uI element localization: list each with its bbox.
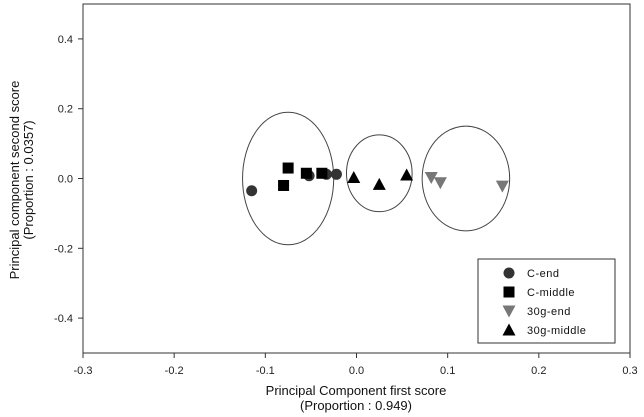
point-c-middle xyxy=(282,162,294,174)
x-tick-label: 0.2 xyxy=(531,365,546,377)
legend-marker-c-middle xyxy=(503,286,515,298)
x-tick-label: -0.2 xyxy=(165,365,184,377)
x-tick-label: 0.3 xyxy=(622,365,637,377)
y-tick-label: 0.4 xyxy=(58,34,73,46)
point-30g-middle xyxy=(347,170,361,183)
legend-label-c-middle: C-middle xyxy=(527,287,575,299)
cluster-ellipse-3 xyxy=(421,125,511,232)
legend: C-end C-middle 30g-end 30g-middle xyxy=(477,258,616,344)
x-axis-title: Principal Component first score xyxy=(266,383,447,398)
legend-marker-30g-middle xyxy=(502,323,516,336)
legend-label-30g-end: 30g-end xyxy=(527,306,571,318)
point-30g-middle xyxy=(400,168,414,181)
x-axis-subtitle: (Proportion : 0.949) xyxy=(300,398,412,413)
legend-label-c-end: C-end xyxy=(527,268,559,280)
x-tick-label: 0.1 xyxy=(440,365,455,377)
x-tick-label: 0.0 xyxy=(349,365,364,377)
y-axis-title: Principal component second score xyxy=(7,81,22,280)
y-axis-ticks: 0.4 0.2 0.0 -0.2 -0.4 xyxy=(54,34,83,325)
legend-label-30g-middle: 30g-middle xyxy=(527,325,586,337)
legend-marker-30g-end xyxy=(502,305,516,318)
x-tick-label: -0.1 xyxy=(256,365,275,377)
point-c-middle xyxy=(278,179,290,191)
y-tick-label: 0.2 xyxy=(58,104,73,116)
data-points xyxy=(246,162,509,197)
y-tick-label: -0.2 xyxy=(54,243,73,255)
x-axis-ticks: -0.3 -0.2 -0.1 0.0 0.1 0.2 0.3 xyxy=(74,353,638,377)
point-30g-middle xyxy=(372,177,386,190)
y-tick-label: -0.4 xyxy=(54,313,73,325)
y-axis-subtitle: (Proportion : 0.0357) xyxy=(21,120,36,239)
legend-box xyxy=(477,258,616,344)
point-c-end xyxy=(330,168,342,180)
point-30g-end xyxy=(433,177,447,190)
point-30g-end xyxy=(424,171,438,184)
y-tick-label: 0.0 xyxy=(58,174,73,186)
point-c-middle xyxy=(300,167,312,179)
legend-marker-c-end xyxy=(503,267,515,279)
point-c-end xyxy=(246,185,258,197)
cluster-ellipse-2 xyxy=(345,134,413,213)
point-30g-end xyxy=(495,180,509,193)
point-c-middle xyxy=(316,167,328,179)
x-tick-label: -0.3 xyxy=(74,365,93,377)
